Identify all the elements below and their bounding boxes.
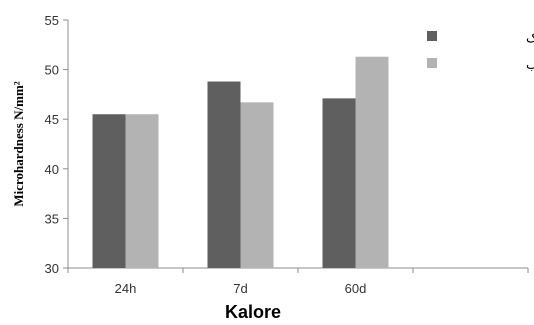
bar-dry-60d: [322, 98, 356, 268]
y-tick-label: 55: [45, 13, 59, 28]
legend: محیط خشک محیط مرطوب: [427, 31, 534, 73]
bar-wet-60d: [355, 56, 389, 269]
legend-label-dry: محیط خشک: [526, 31, 534, 46]
bar-dry-7d: [207, 81, 241, 268]
y-tick-label: 30: [45, 261, 59, 276]
bar-dry-24h: [92, 114, 126, 269]
y-axis-title: Microhardness N/mm²: [11, 81, 26, 206]
x-tick-label: 24h: [115, 281, 137, 296]
bars-group: [92, 56, 389, 269]
legend-label-wet: محیط مرطوب: [526, 58, 534, 73]
x-tick-label: 7d: [233, 281, 247, 296]
y-tick-label: 40: [45, 162, 59, 177]
y-tick-labels: 30 35 40 45 50 55: [45, 13, 68, 276]
y-tick-label: 45: [45, 112, 59, 127]
x-tick-label: 60d: [345, 281, 367, 296]
legend-swatch-dry: [427, 31, 437, 41]
legend-swatch-wet: [427, 58, 437, 68]
y-tick-label: 50: [45, 63, 59, 78]
y-tick-label: 35: [45, 211, 59, 226]
category-labels: 24h 7d 60d: [115, 281, 367, 296]
x-axis-title: Kalore: [225, 302, 281, 322]
bar-wet-7d: [240, 102, 274, 268]
x-axis: [67, 267, 529, 273]
bar-wet-24h: [125, 114, 159, 269]
